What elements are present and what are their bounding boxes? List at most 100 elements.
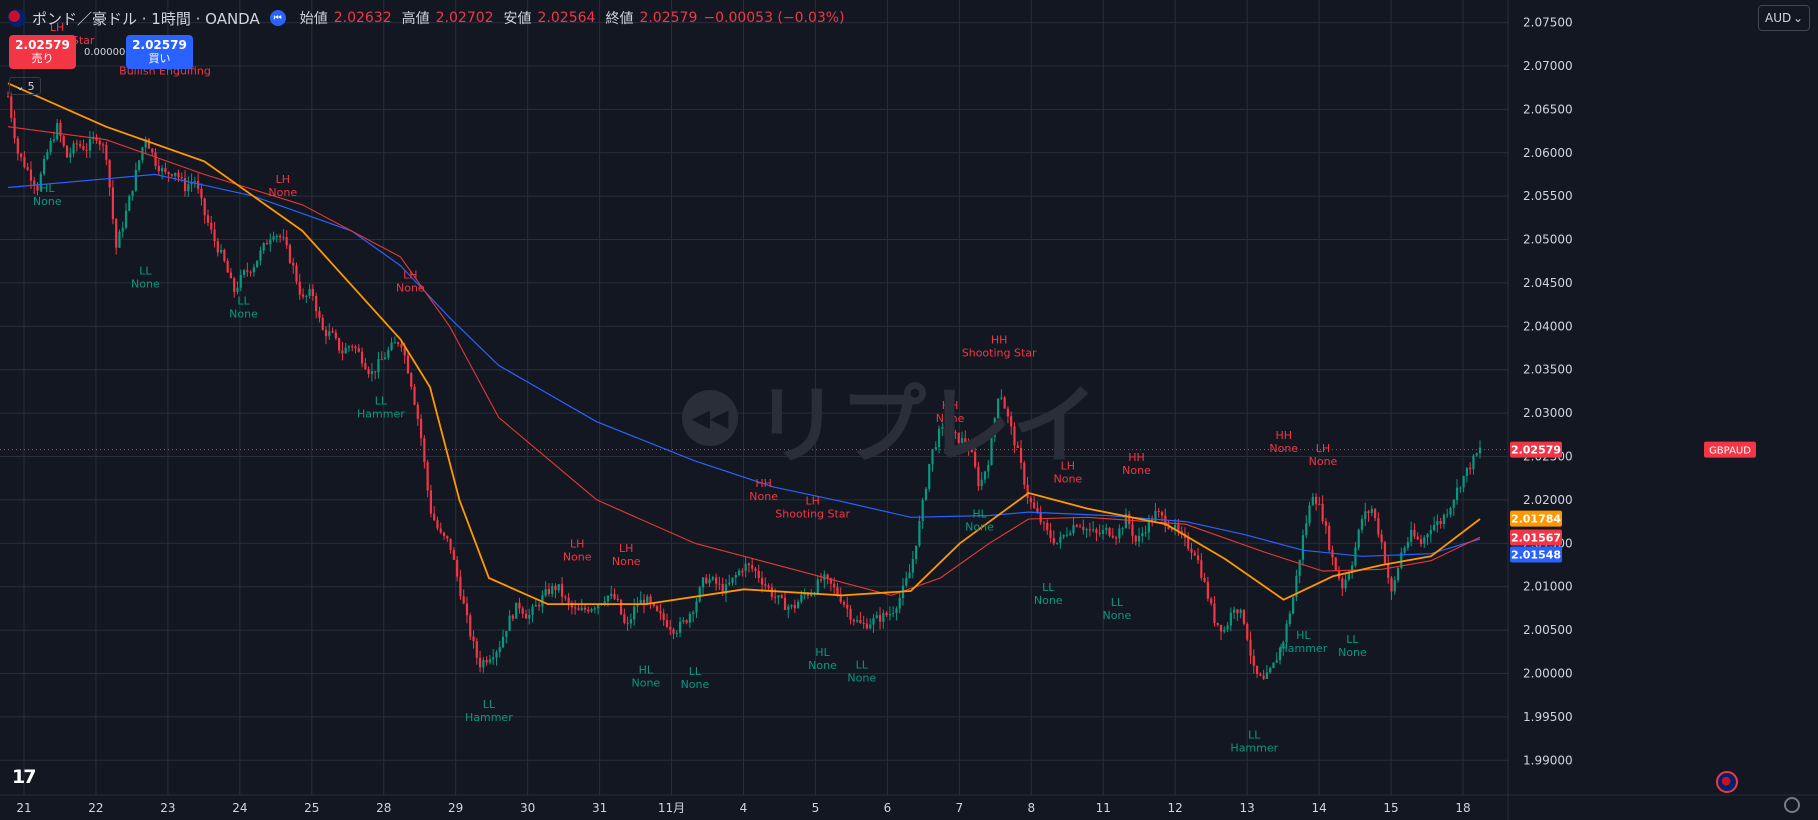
candle-body [964, 438, 967, 446]
candle-body [1026, 484, 1029, 498]
candle-body [1108, 527, 1111, 536]
pattern-label: None [612, 555, 641, 568]
candle-body [934, 447, 937, 450]
indicator-toggle[interactable]: ⌄ 5 [9, 77, 41, 95]
candle-body [174, 172, 177, 176]
candle-body [128, 195, 131, 211]
candle-body [751, 565, 754, 569]
candle-body [869, 624, 872, 629]
pattern-label: None [808, 659, 837, 672]
pattern-label: None [632, 676, 661, 689]
candle-body [859, 620, 862, 624]
candle-body [151, 148, 154, 153]
candle-body [780, 595, 783, 598]
candle-body [1452, 499, 1455, 508]
currency-select[interactable]: AUD ⌄ [1758, 5, 1810, 31]
candle-body [1239, 609, 1242, 614]
candle-body [88, 138, 92, 151]
candle-body [259, 250, 262, 261]
sell-price: 2.02579 [15, 38, 70, 52]
replay-icon[interactable]: ⏮ [269, 10, 286, 26]
pattern-label: None [268, 186, 297, 199]
candle-body [564, 596, 567, 598]
candle-body [534, 605, 537, 607]
candle-body [770, 587, 773, 597]
candle-body [446, 536, 449, 539]
candle-body [1059, 536, 1062, 543]
candle-body [1124, 514, 1128, 529]
candle-body [672, 629, 675, 634]
x-tick-label: 11月 [658, 801, 685, 815]
tradingview-logo-icon[interactable]: 17 [12, 766, 36, 788]
candle-body [79, 144, 82, 147]
candle-body [1334, 557, 1337, 571]
candle-body [583, 607, 587, 610]
ma-mid-line [7, 126, 1481, 596]
candle-body [482, 660, 485, 668]
y-tick-label: 2.05500 [1523, 189, 1573, 203]
candle-body [721, 583, 724, 594]
candle-body [1396, 568, 1400, 581]
candle-body [292, 262, 295, 266]
candle-body [524, 613, 528, 619]
aud-flag-icon[interactable] [1716, 771, 1738, 793]
candle-body [918, 521, 921, 546]
chevron-down-icon: ⌄ [1792, 11, 1803, 25]
candle-body [223, 249, 226, 261]
candle-body [1190, 548, 1193, 553]
candle-body [1305, 523, 1308, 536]
candle-body [701, 577, 705, 588]
candle-body [105, 144, 108, 161]
candle-body [390, 342, 393, 350]
candle-body [974, 451, 977, 467]
candle-body [905, 578, 908, 586]
price-tag [1510, 441, 1562, 458]
candle-body [1242, 609, 1246, 624]
candle-body [1465, 467, 1468, 476]
watermark-text: リプレイ [754, 376, 1098, 476]
candle-body [275, 235, 278, 237]
candle-body [898, 597, 901, 609]
candle-body [118, 231, 121, 248]
candle-body [1314, 496, 1318, 504]
candle-body [108, 160, 111, 188]
candle-body [1383, 542, 1387, 564]
pivot-label: LL [1042, 581, 1055, 594]
candle-body [1246, 623, 1249, 640]
y-tick-label: 2.04500 [1523, 276, 1573, 290]
gear-icon[interactable] [1784, 797, 1800, 813]
candle-body [334, 332, 337, 339]
symbol-title[interactable]: ポンド／豪ドル · 1時間 · OANDA [32, 9, 260, 28]
candle-body [1318, 503, 1321, 505]
x-tick-label: 7 [956, 801, 964, 815]
candle-body [436, 520, 439, 529]
candle-body [1406, 541, 1409, 548]
x-tick-label: 18 [1455, 801, 1470, 815]
candle-body [26, 167, 29, 170]
candle-body [1105, 527, 1108, 531]
candle-body [1423, 537, 1426, 544]
candle-body [833, 583, 836, 588]
candle-body [370, 371, 374, 374]
buy-button[interactable]: 2.02579 買い [126, 35, 193, 69]
sell-button[interactable]: 2.02579 売り [9, 35, 76, 69]
gbp-aud-flag-icon [8, 9, 26, 27]
candle-body [1003, 397, 1006, 409]
candle-body [977, 466, 980, 487]
pattern-label: None [396, 282, 425, 295]
candle-body [1259, 673, 1262, 676]
candle-body [754, 568, 757, 571]
candle-body [351, 346, 354, 348]
candle-body [301, 294, 305, 297]
candle-body [996, 398, 1000, 419]
candle-body [597, 604, 600, 609]
y-tick-label: 2.03500 [1523, 363, 1573, 377]
candle-body [544, 588, 547, 596]
candle-body [1075, 525, 1078, 527]
candle-body [1157, 511, 1160, 513]
candle-body [138, 160, 141, 170]
candle-body [1400, 552, 1403, 569]
ma-fast-line [7, 82, 1481, 605]
candle-body [1459, 487, 1462, 489]
